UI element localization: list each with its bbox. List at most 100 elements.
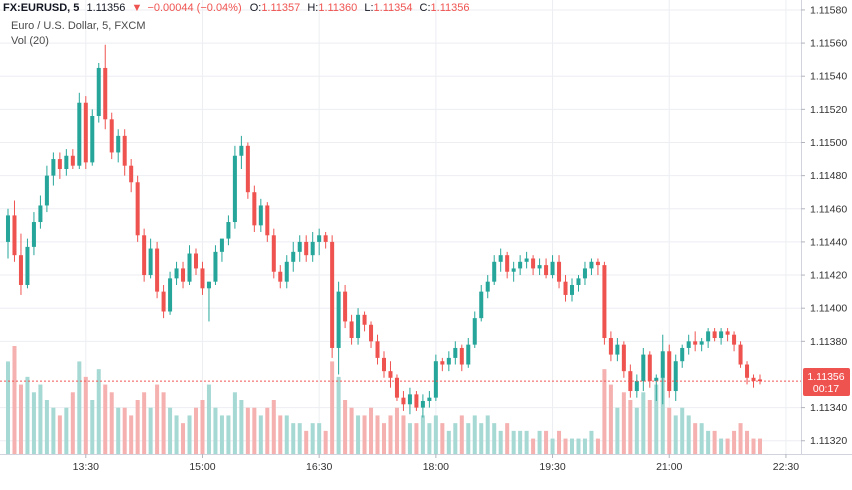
candle-body [680,347,685,362]
volume-bar [621,392,626,454]
candle-body [96,67,101,116]
candle-body [693,341,698,345]
volume-bar [725,438,730,454]
candle-body [297,241,302,252]
last-price: 1.11356 [86,2,125,14]
x-tick-label: 15:00 [189,461,215,473]
x-tick-label: 19:30 [539,461,565,473]
candle-body [77,102,82,166]
candle-body [38,205,43,223]
volume-bar [433,415,438,454]
candle-body [569,284,575,295]
volume-bar [245,407,250,454]
candle-body [673,361,678,392]
volume-bar [751,438,756,454]
candle-body [615,344,620,355]
volume-bar [511,430,516,454]
candle-body [116,135,121,153]
candle-body [51,159,56,176]
volume-bar [634,407,639,454]
candle-body [213,251,218,282]
volume-bar [116,407,121,454]
candle-body [544,265,549,276]
candle-body [686,341,691,348]
volume-bar [459,415,464,454]
volume-bar [446,430,451,454]
x-tick-label: 16:30 [306,461,332,473]
header-legend[interactable]: FX:EURUSD, 5 1.11356 ▼ −0.00044 (−0.04%)… [3,2,470,14]
candle-body [356,314,361,339]
volume-bar [680,407,685,454]
y-tick-label: 1.11500 [810,137,847,149]
candle-body [323,235,328,242]
volume-bar [466,423,471,454]
candle-body [83,102,88,163]
candle-body [135,182,140,236]
candle-body [466,344,471,365]
volume-bar [38,384,43,454]
candle-body [155,248,160,292]
candle-body [291,251,296,262]
volume-bar [168,407,173,454]
volume-bar [310,423,315,454]
volume-bar [135,400,140,454]
high-label: H: [307,2,318,14]
volume-bar [693,423,698,454]
volume-label[interactable]: Vol (20) [11,35,49,47]
candle-body [25,246,30,285]
volume-bar [375,415,380,454]
candle-body [103,67,108,120]
candle-body [388,371,393,378]
volume-bar [219,415,224,454]
volume-bar [654,384,659,454]
volume-bar [109,392,114,454]
candle-body [621,344,626,372]
volume-bar [252,407,257,454]
candle-body [109,119,114,153]
candle-body [168,278,173,312]
candle-body [550,261,555,276]
volume-bar [699,423,704,454]
candle-body [738,344,743,365]
volume-bar [142,392,147,454]
y-tick-label: 1.11340 [810,402,847,414]
volume-bar [479,423,484,454]
volume-bar [420,415,425,454]
candle-body [381,357,387,372]
volume-bar [369,407,374,454]
candle-body [492,261,497,282]
candle-body [498,255,503,262]
volume-bar [31,392,36,454]
y-tick-label: 1.11520 [810,104,847,116]
volume-bar [258,415,263,454]
open-label: O: [250,2,262,14]
volume-bar [524,430,529,454]
volume-bar [96,369,101,454]
candle-body [440,361,445,365]
time-axis[interactable]: 13:3015:0016:3018:0019:3021:0022:302501:… [73,454,852,473]
candle-body [660,351,665,378]
candle-body [200,268,205,289]
y-tick-label: 1.11540 [810,71,847,83]
volume-bar [414,423,419,454]
candle-body [641,354,646,382]
candle-body [667,351,672,392]
y-tick-label: 1.11560 [810,38,847,50]
candle-body [226,222,231,239]
candle-body [654,377,659,382]
volume-bar [129,415,134,454]
volume-bar [686,415,691,454]
price-axis[interactable]: 1.11580 1.11560 1.11540 1.11520 1.11500 1.114… [801,4,847,447]
candle-body [472,318,477,345]
candle-body [343,291,348,322]
volume-bar [44,400,49,454]
candle-body [433,361,438,398]
open-value: 1.11357 [261,2,300,14]
volume-bar [232,392,237,454]
current-price-tag: 1.11356 00:17 [803,368,850,396]
volume-bar [323,430,328,454]
volume-bar [148,407,153,454]
low-value: 1.11354 [374,2,413,14]
